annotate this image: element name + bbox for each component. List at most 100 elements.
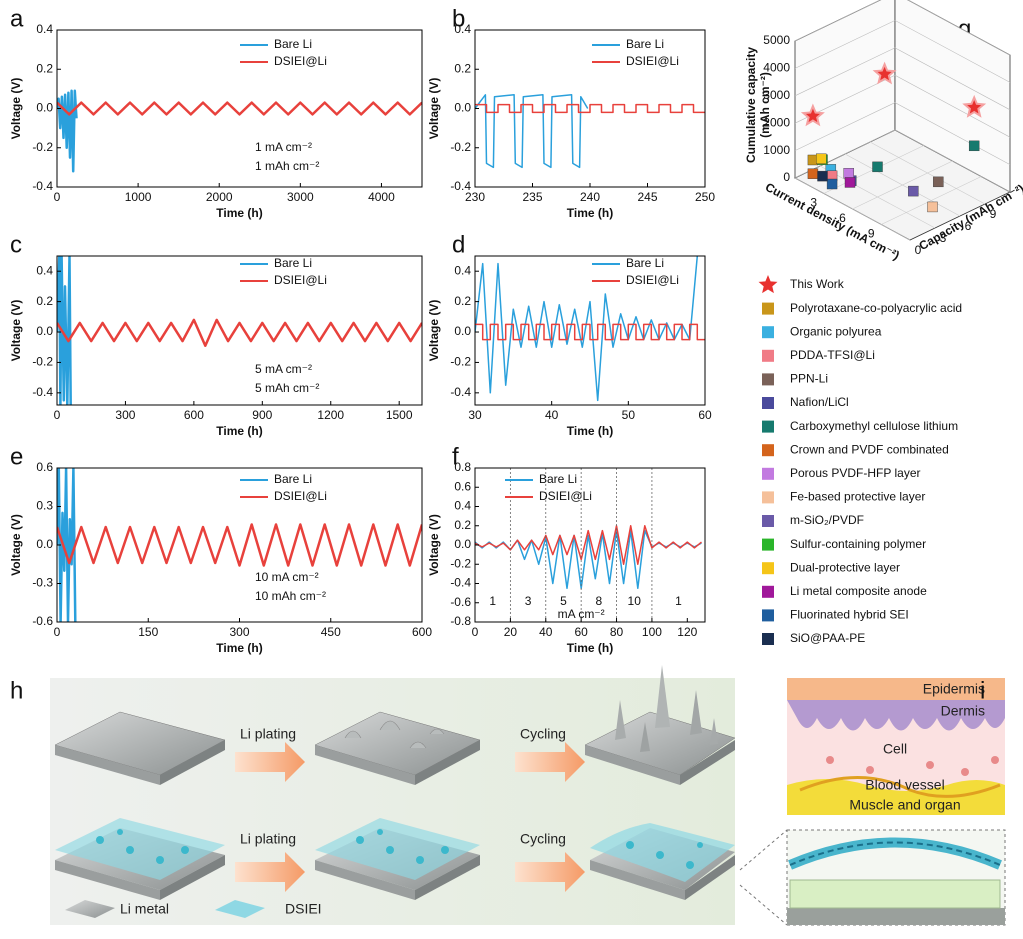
annotation: 10 mA cm⁻² — [255, 570, 319, 584]
legend-marker — [758, 275, 778, 294]
y-tick-label: -0.2 — [450, 355, 471, 369]
y-tick-label: 0.4 — [454, 499, 471, 513]
legend-marker — [762, 562, 774, 575]
dermis — [787, 700, 1005, 731]
y-tick-label: 0.3 — [36, 499, 53, 513]
legend-label: DSIEI@Li — [274, 54, 327, 68]
x-axis-label: Time (h) — [567, 424, 613, 438]
cube-point — [844, 177, 856, 188]
y-axis-label: Voltage (V) — [9, 300, 23, 362]
x-axis-label: Time (h) — [216, 641, 262, 655]
y-tick-label: 0 — [915, 243, 922, 257]
x-tick-label: 80 — [610, 625, 624, 639]
panel-label: a — [10, 5, 24, 32]
y-axis-label: Voltage (V) — [427, 514, 441, 576]
legend-marker — [762, 633, 774, 645]
x-tick-label: 235 — [522, 190, 542, 204]
series-line — [475, 103, 705, 114]
grid-line — [794, 47, 1011, 111]
x-tick-label: 1000 — [125, 190, 152, 204]
x-tick-label: 300 — [115, 408, 135, 422]
legend-marker — [762, 491, 774, 504]
annotation: 1 — [489, 594, 496, 608]
grid-line — [819, 165, 936, 229]
series-line — [57, 318, 422, 347]
y-tick-label: -0.8 — [450, 614, 471, 628]
x-tick-label: 3000 — [287, 190, 314, 204]
y-tick-label: -0.4 — [32, 179, 53, 193]
legend-label: PPN-Li — [790, 372, 828, 386]
x-tick-label: 120 — [677, 625, 697, 639]
cube-point — [872, 161, 883, 173]
cube-point — [807, 168, 819, 179]
y-axis-label: Voltage (V) — [9, 514, 23, 576]
annotation: 1 mAh cm⁻² — [255, 159, 319, 173]
y-tick-label: 0.2 — [36, 61, 53, 75]
legend-label: DSIEI@Li — [539, 489, 592, 503]
y-tick-label: -0.2 — [450, 140, 471, 154]
panel-label: i — [980, 677, 985, 704]
x-tick-label: 100 — [642, 625, 662, 639]
legend-label: Bare Li — [274, 37, 312, 51]
layer-label: Epidermis — [923, 681, 985, 697]
x-tick-label: 300 — [229, 625, 249, 639]
y-tick-label: 0.0 — [454, 101, 471, 115]
y-tick-label: 0.4 — [454, 263, 471, 277]
legend-label: DSIEI@Li — [626, 273, 679, 287]
x-tick-label: 40 — [545, 408, 559, 422]
grid-line — [794, 129, 1011, 193]
x-axis-label: Time (h) — [567, 206, 613, 220]
plot-frame — [56, 255, 423, 406]
y-tick-label: 0.0 — [36, 101, 53, 115]
x-tick-label: 600 — [184, 408, 204, 422]
cells — [826, 756, 999, 776]
layer-label: Blood vessel — [865, 777, 944, 793]
x-tick-label: 0 — [54, 190, 61, 204]
cube-point — [826, 178, 838, 190]
legend-marker — [762, 585, 774, 598]
annotation: 10 — [628, 594, 642, 608]
y-tick-label: 0.2 — [454, 518, 471, 532]
legend-marker — [762, 302, 774, 315]
z-axis-label: (mAh cm⁻²) — [758, 72, 772, 138]
x-axis-label: Time (h) — [567, 641, 613, 655]
annotation: 5 mAh cm⁻² — [255, 381, 319, 395]
y-tick-label: -0.2 — [32, 355, 53, 369]
x-tick-label: 1200 — [317, 408, 344, 422]
z-tick-label: 4000 — [763, 61, 790, 75]
plates-dsiei — [55, 818, 735, 900]
tissue — [789, 879, 1001, 909]
legend-label: DSIEI@Li — [626, 54, 679, 68]
legend-marker — [762, 349, 774, 362]
y-tick-label: 0.6 — [454, 479, 471, 493]
x-tick-label: 0 — [472, 625, 479, 639]
grid-line — [794, 20, 1011, 83]
y-tick-label: 0.0 — [454, 537, 471, 551]
legend-icon — [215, 900, 265, 918]
series-line — [57, 89, 78, 173]
z-tick-label: 0 — [783, 170, 790, 184]
legend-label: Porous PVDF-HFP layer — [790, 466, 920, 480]
legend-label: Bare Li — [539, 472, 577, 486]
muscle — [787, 779, 1005, 815]
z-tick-label: 3000 — [763, 88, 790, 102]
x-tick-label: 900 — [252, 408, 272, 422]
y-tick-label: -0.4 — [450, 179, 471, 193]
x-tick-label: 1500 — [386, 408, 413, 422]
annotation: 10 mAh cm⁻² — [255, 589, 326, 603]
panel-label: b — [452, 5, 465, 32]
panel-label: h — [10, 677, 23, 704]
layer-label: Cell — [883, 741, 907, 757]
x-tick-label: 600 — [412, 625, 432, 639]
y-tick-label: -0.4 — [32, 385, 53, 399]
x-tick-label: 150 — [138, 625, 158, 639]
y-tick-label: 0.4 — [36, 22, 53, 36]
legend-marker — [762, 397, 774, 409]
x-tick-label: 250 — [695, 190, 715, 204]
legend-label: Fe-based protective layer — [790, 490, 925, 504]
cube-point — [843, 168, 854, 179]
y-tick-label: 0.2 — [454, 294, 471, 308]
y-tick-label: -0.2 — [32, 140, 53, 154]
panel-label: d — [452, 231, 465, 258]
